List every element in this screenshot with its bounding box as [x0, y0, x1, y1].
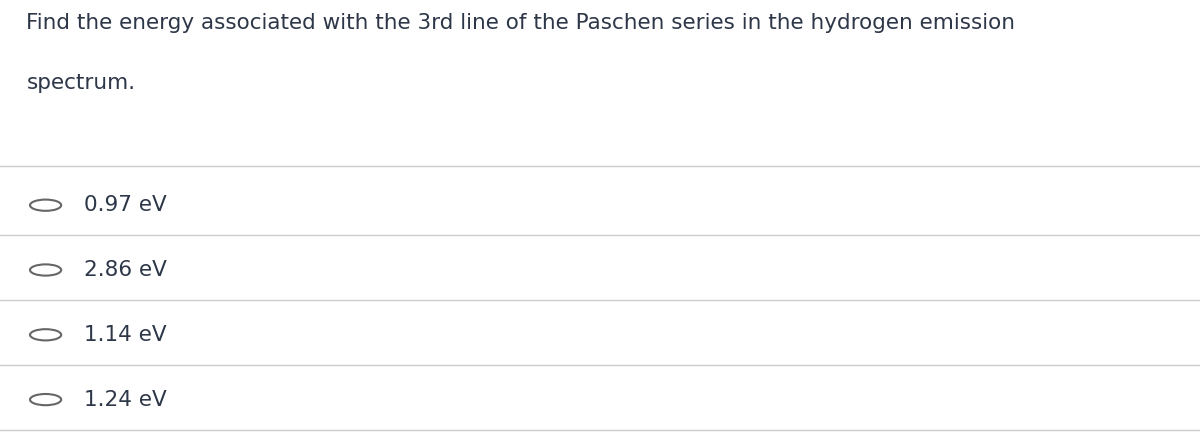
- Text: 1.14 eV: 1.14 eV: [84, 325, 167, 345]
- Text: 0.97 eV: 0.97 eV: [84, 195, 167, 215]
- Text: Find the energy associated with the 3rd line of the Paschen series in the hydrog: Find the energy associated with the 3rd …: [26, 13, 1015, 33]
- Text: 1.24 eV: 1.24 eV: [84, 390, 167, 410]
- Text: spectrum.: spectrum.: [26, 73, 136, 93]
- Text: 2.86 eV: 2.86 eV: [84, 260, 167, 280]
